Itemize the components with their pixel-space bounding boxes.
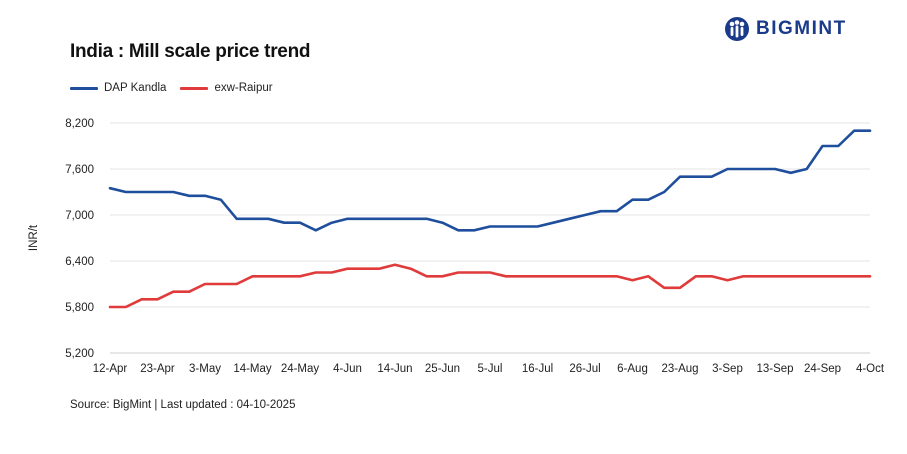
chart-title: India : Mill scale price trend [70,41,311,62]
brand-logo: BIGMINT [724,15,847,43]
series-line-dap-kandla [108,129,872,232]
x-tick-label: 14-Jun [377,363,412,375]
source-note: Source: BigMint | Last updated : 04-10-2… [70,399,296,411]
legend-label-dap-kandla: DAP Kandla [104,82,167,94]
x-tick-label: 4-Jun [333,363,362,375]
y-tick-label: 5,200 [65,348,94,360]
x-tick-label: 24-May [281,363,320,375]
x-tick-label: 5-Jul [478,363,503,375]
x-tick-label: 13-Sep [756,363,793,375]
x-tick-label: 24-Sep [804,363,841,375]
x-tick-label: 6-Aug [617,363,648,375]
series-line-exw-raipur [108,263,872,309]
x-tick-label: 23-Apr [140,363,175,375]
x-tick-label: 3-Sep [712,363,743,375]
x-tick-label: 3-May [189,363,221,375]
x-tick-label: 23-Aug [661,363,698,375]
people-logo-icon [725,17,749,41]
y-axis-label: INR/t [28,224,40,251]
x-tick-label: 16-Jul [522,363,553,375]
y-tick-label: 6,400 [65,256,94,268]
legend-swatch-dap-kandla [70,86,98,90]
legend-item-dap-kandla: DAP Kandla [70,82,166,94]
x-tick-label: 4-Oct [856,363,885,375]
y-tick-label: 7,600 [65,164,94,176]
chart-legend: DAP Kandla exw-Raipur [70,82,287,94]
legend-label-exw-raipur: exw-Raipur [214,82,273,94]
legend-swatch-exw-raipur [180,86,209,90]
x-tick-label: 25-Jun [425,363,460,375]
x-tick-label: 26-Jul [569,363,600,375]
y-tick-label: 5,800 [65,302,94,314]
x-tick-label: 12-Apr [93,363,128,375]
y-tick-label: 8,200 [65,118,94,130]
x-tick-label: 14-May [233,363,272,375]
legend-item-exw-raipur: exw-Raipur [180,82,273,94]
y-tick-label: 7,000 [65,210,94,222]
brand-name: BIGMINT [756,18,847,39]
